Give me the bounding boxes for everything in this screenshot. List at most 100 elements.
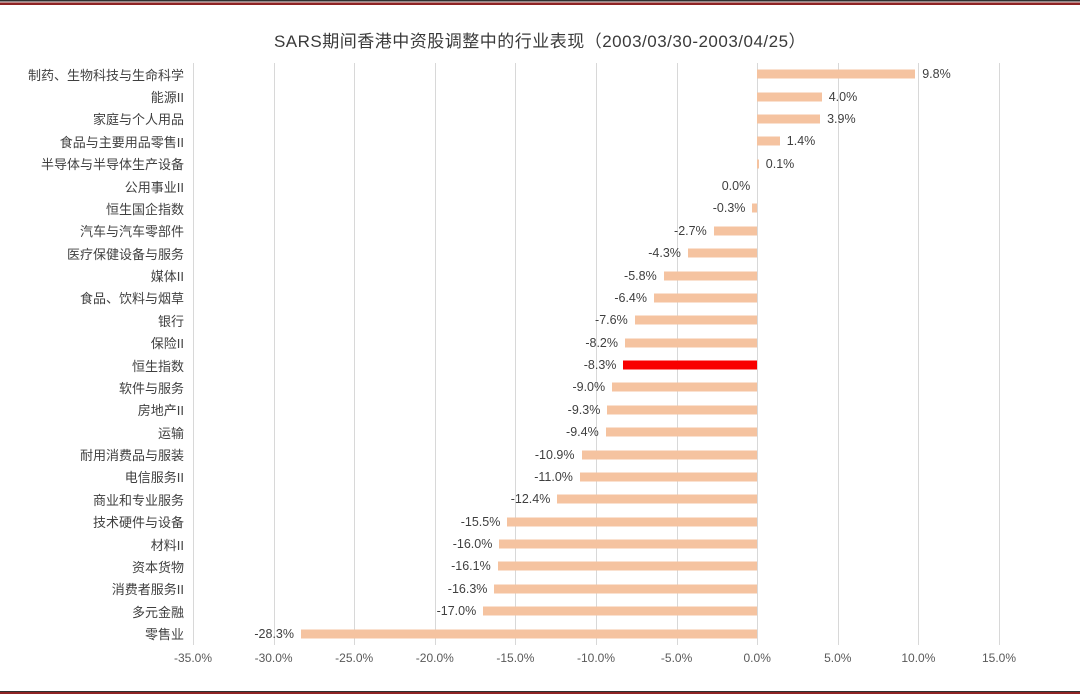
chart-row: 半导体与半导体生产设备 0.1%: [0, 153, 1080, 175]
x-axis-tick-label: -20.0%: [415, 651, 454, 665]
bar: [757, 159, 759, 169]
chart-row: 媒体II -5.8%: [0, 264, 1080, 286]
value-label: -10.9%: [534, 447, 575, 462]
chart-row: 食品、饮料与烟草 -6.4%: [0, 287, 1080, 309]
chart-row: 耐用消费品与服装 -10.9%: [0, 443, 1080, 465]
category-label: 多元金融: [131, 604, 184, 620]
bar: [605, 427, 758, 437]
chart-row: 恒生指数 -8.3%: [0, 354, 1080, 376]
value-label: -7.6%: [595, 313, 628, 328]
bars-layer: 制药、生物科技与生命科学 9.8% 能源II 4.0% 家庭与个人用品 3.9% 食品与主要…: [0, 63, 1080, 645]
x-axis: -35.0% -30.0% -25.0% -20.0% -15.0% -10.0% -5.0…: [0, 651, 1080, 667]
category-label: 耐用消费品与服装: [79, 448, 184, 464]
category-label: 资本货物: [131, 559, 184, 575]
bar: [557, 494, 758, 504]
gridline: [193, 63, 194, 645]
value-label: -16.1%: [451, 559, 491, 574]
value-label: -2.7%: [674, 223, 707, 238]
plot-area: [193, 63, 1000, 645]
row-plot: -15.5%: [193, 511, 999, 533]
row-plot: 0.0%: [193, 175, 999, 197]
category-label: 公用事业II: [124, 179, 184, 195]
value-label: 3.9%: [827, 111, 856, 126]
chart-row: 汽车与汽车零部件 -2.7%: [0, 220, 1080, 242]
top-divider: [0, 0, 1080, 5]
value-label: 4.0%: [828, 89, 858, 104]
gridline: [596, 63, 597, 645]
category-label: 家庭与个人用品: [92, 112, 184, 128]
value-label: -5.8%: [624, 268, 657, 283]
x-axis-tick-label: 10.0%: [901, 651, 936, 665]
x-axis-tick-label: -15.0%: [496, 651, 535, 665]
bar: [663, 271, 758, 281]
bar: [757, 114, 821, 124]
bar: [752, 203, 758, 213]
chart-title: SARS期间香港中资股调整中的行业表现（2003/03/30-2003/04/2…: [273, 32, 807, 51]
bar: [634, 315, 758, 325]
chart-row: 多元金融 -17.0%: [0, 600, 1080, 622]
category-label: 房地产II: [137, 403, 184, 419]
bar: [713, 226, 758, 236]
chart-row: 能源II 4.0%: [0, 85, 1080, 107]
row-plot: -5.8%: [193, 264, 999, 286]
x-axis-tick-label: -10.0%: [576, 651, 616, 665]
row-plot: -6.4%: [193, 287, 999, 309]
bottom-divider: [0, 691, 1080, 694]
category-label: 制药、生物科技与生命科学: [27, 67, 184, 83]
category-label: 恒生国企指数: [105, 201, 184, 217]
chart-row: 材料II -16.0%: [0, 533, 1080, 555]
category-label: 材料II: [150, 537, 184, 553]
bar: [654, 293, 758, 303]
value-label: 9.8%: [922, 67, 951, 82]
row-plot: -9.4%: [193, 421, 999, 443]
value-label: 0.0%: [721, 179, 751, 194]
chart-row: 食品与主要用品零售II 1.4%: [0, 130, 1080, 152]
chart-row: 软件与服务 -9.0%: [0, 376, 1080, 398]
row-plot: -9.0%: [193, 376, 999, 398]
chart-row: 电信服务II -11.0%: [0, 466, 1080, 488]
gridline: [918, 63, 920, 645]
row-plot: 1.4%: [193, 130, 999, 152]
value-label: -9.3%: [567, 402, 601, 417]
row-plot: -0.3%: [193, 197, 999, 219]
x-axis-tick-label: 0.0%: [743, 651, 771, 665]
value-label: 1.4%: [786, 134, 816, 149]
gridline: [837, 63, 839, 645]
category-label: 电信服务II: [124, 470, 184, 486]
category-label: 软件与服务: [118, 380, 184, 396]
bar: [301, 629, 758, 639]
category-label: 汽车与汽车零部件: [79, 224, 184, 240]
chart-row: 商业和专业服务 -12.4%: [0, 488, 1080, 510]
bar: [625, 338, 758, 348]
chart-row: 资本货物 -16.1%: [0, 555, 1080, 577]
row-plot: -9.3%: [193, 399, 999, 421]
chart-row: 家庭与个人用品 3.9%: [0, 108, 1080, 130]
chart-row: 运输 -9.4%: [0, 421, 1080, 443]
value-label: -9.0%: [572, 380, 606, 395]
bar-highlighted: [623, 360, 758, 370]
bar: [579, 472, 758, 482]
chart-row: 房地产II -9.3%: [0, 399, 1080, 421]
row-plot: -16.0%: [193, 533, 999, 555]
category-label: 运输: [157, 425, 184, 441]
bar: [507, 517, 758, 527]
row-plot: -7.6%: [193, 309, 999, 331]
x-axis-tick-label: -25.0%: [335, 651, 374, 665]
gridline: [676, 63, 678, 645]
value-label: -8.2%: [585, 335, 618, 350]
x-axis-tick-label: 15.0%: [981, 651, 1017, 665]
category-label: 食品、饮料与烟草: [79, 291, 184, 307]
value-label: -16.3%: [447, 581, 488, 596]
value-label: -11.0%: [534, 469, 573, 484]
category-label: 技术硬件与设备: [92, 515, 184, 531]
value-label: -28.3%: [254, 626, 294, 641]
gridline: [515, 63, 517, 645]
category-label: 半导体与半导体生产设备: [40, 157, 184, 173]
chart-row: 零售业 -28.3%: [0, 622, 1080, 644]
value-label: -0.3%: [712, 201, 746, 216]
value-label: 0.1%: [765, 156, 795, 171]
row-plot: -8.2%: [193, 332, 999, 354]
row-plot: 4.0%: [193, 85, 999, 107]
x-axis-tick-label: -35.0%: [173, 651, 213, 665]
